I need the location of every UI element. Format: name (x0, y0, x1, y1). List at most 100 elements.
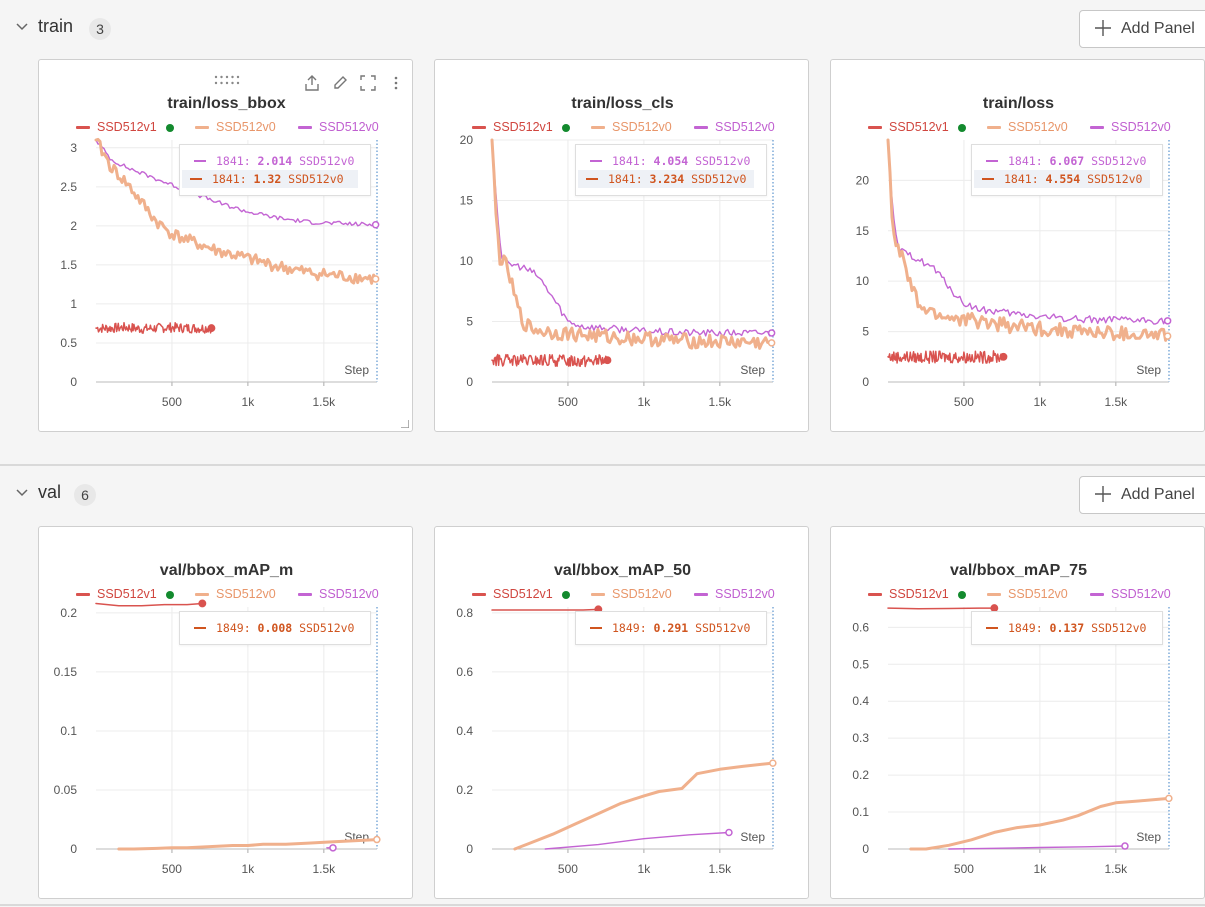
legend-swatch (76, 593, 90, 596)
chart-panel[interactable]: val/bbox_mAP_m SSD512v1 SSD512v0 SSD512v0 0 0… (38, 526, 413, 899)
tooltip-step: 1841: (1004, 172, 1046, 186)
y-tick-label: 0.1 (60, 724, 77, 738)
tooltip-run: SSD512v0 (292, 621, 355, 635)
tooltip-swatch (194, 160, 206, 162)
line-chart[interactable]: 0 0.2 0.4 0.6 0.8 500 1k 1.5k Step (435, 527, 810, 900)
y-tick-label: 15 (460, 194, 474, 208)
x-axis-label: Step (740, 363, 765, 377)
section-divider (0, 464, 1205, 466)
series-end-point (1163, 332, 1172, 340)
x-tick-label: 1k (1034, 395, 1048, 409)
tooltip-value: 2.014 (257, 154, 293, 168)
series-line (513, 761, 775, 851)
add-panel-button[interactable]: Add Panel (1079, 10, 1205, 48)
legend-label: SSD512v0 (1111, 120, 1171, 134)
y-tick-label: 0 (466, 375, 473, 389)
x-tick-label: 1k (638, 395, 652, 409)
y-tick-label: 0.1 (852, 805, 869, 819)
x-tick-label: 500 (558, 395, 578, 409)
legend-swatch (868, 593, 882, 596)
legend-label: SSD512v0 (216, 120, 276, 134)
panel-title: train/loss_cls (571, 95, 674, 112)
more-icon[interactable] (387, 74, 405, 92)
y-tick-label: 5 (466, 315, 473, 329)
line-chart[interactable]: 0 0.1 0.2 0.3 0.4 0.5 0.6 500 1k 1.5k Step (831, 527, 1205, 900)
share-icon[interactable] (303, 74, 321, 92)
line-chart[interactable]: 0 5 10 15 20 500 1k 1.5k Step (831, 60, 1205, 433)
hover-tooltip: 1849: 0.008 SSD512v0 (179, 611, 371, 645)
tooltip-swatch (986, 160, 998, 162)
legend-label: SSD512v0 (1008, 587, 1068, 601)
edit-icon[interactable] (331, 74, 349, 92)
hover-tooltip: 1841: 4.054 SSD512v0 1841: 3.234 SSD512v0 (575, 144, 767, 196)
tooltip-row: 1841: 4.554 SSD512v0 (974, 170, 1150, 188)
chart-panel[interactable]: train/loss SSD512v1 SSD512v0 SSD512v0 0 5 10 15… (830, 59, 1205, 432)
series-line (490, 138, 774, 350)
legend-label: SSD512v1 (889, 120, 949, 134)
series-end-point (329, 844, 337, 852)
tooltip-run: SSD512v0 (281, 172, 344, 186)
x-axis-label: Step (1136, 830, 1161, 844)
x-tick-label: 1k (242, 395, 256, 409)
y-tick-label: 0.5 (60, 336, 77, 350)
hover-tooltip: 1841: 6.067 SSD512v0 1841: 4.554 SSD512v0 (971, 144, 1163, 196)
tooltip-step: 1841: (1008, 154, 1050, 168)
chart-panel[interactable]: val/bbox_mAP_75 SSD512v1 SSD512v0 SSD512v0 0… (830, 526, 1205, 899)
chevron-down-icon[interactable] (14, 18, 30, 34)
chart-panel[interactable]: train/loss_bbox SSD512v1 SSD512v0 SSD512v0 0… (38, 59, 413, 432)
series-line (491, 608, 600, 611)
add-panel-button[interactable]: Add Panel (1079, 476, 1205, 514)
drag-handle-icon[interactable] (213, 74, 241, 86)
series-end-point (767, 329, 776, 337)
chart-legend: SSD512v1 SSD512v0 SSD512v0 (831, 587, 1205, 603)
series-line (491, 353, 609, 368)
legend-swatch (868, 126, 882, 129)
legend-label: SSD512v0 (1111, 587, 1171, 601)
tooltip-row: 1841: 2.014 SSD512v0 (186, 152, 362, 170)
legend-label: SSD512v1 (97, 120, 157, 134)
tooltip-text: 1849: 0.137 SSD512v0 (1008, 621, 1146, 635)
section-header-train[interactable]: train 3 Add Panel (0, 10, 1205, 50)
section-title: train (38, 16, 74, 36)
tooltip-step: 1841: (216, 154, 258, 168)
series-end-point (1121, 842, 1129, 850)
section-count-badge: 6 (74, 484, 96, 506)
x-axis-label: Step (344, 363, 369, 377)
y-tick-label: 0.3 (852, 731, 869, 745)
y-tick-label: 10 (856, 274, 870, 288)
y-tick-label: 0.05 (54, 783, 78, 797)
chart-panel[interactable]: train/loss_cls SSD512v1 SSD512v0 SSD512v0 0 5… (434, 59, 809, 432)
tooltip-value: 3.234 (649, 172, 685, 186)
x-tick-label: 1k (242, 862, 256, 876)
legend-label: SSD512v1 (493, 120, 553, 134)
hover-tooltip: 1849: 0.291 SSD512v0 (575, 611, 767, 645)
chart-panel[interactable]: val/bbox_mAP_50 SSD512v1 SSD512v0 SSD512v0 0… (434, 526, 809, 899)
tooltip-row: 1841: 3.234 SSD512v0 (578, 170, 754, 188)
y-tick-label: 0.4 (456, 724, 473, 738)
panel-title: train/loss (982, 95, 1055, 112)
series-end-point (373, 835, 381, 844)
legend-label: SSD512v1 (889, 587, 949, 601)
legend-swatch (472, 126, 486, 129)
active-dot (562, 591, 570, 599)
tooltip-swatch (982, 178, 994, 180)
add-panel-label: Add Panel (1121, 20, 1195, 37)
x-tick-label: 1.5k (1104, 862, 1128, 876)
bottom-divider (0, 904, 1205, 906)
section-header-val[interactable]: val 6 Add Panel (0, 476, 1205, 516)
y-tick-label: 0.5 (852, 657, 869, 671)
series-line (95, 602, 204, 607)
series-line (117, 838, 379, 851)
legend-label: SSD512v1 (493, 587, 553, 601)
line-chart[interactable]: 0 5 10 15 20 500 1k 1.5k Step (435, 60, 810, 433)
chevron-down-icon[interactable] (14, 484, 30, 500)
legend-swatch (76, 126, 90, 129)
active-dot (958, 124, 966, 132)
tooltip-value: 0.008 (257, 621, 293, 635)
line-chart[interactable]: 0 0.5 1 1.5 2 2.5 3 500 1k 1.5k Step (39, 60, 414, 433)
legend-label: SSD512v1 (97, 587, 157, 601)
fullscreen-icon[interactable] (359, 74, 377, 92)
tooltip-value: 1.32 (253, 172, 282, 186)
y-tick-label: 5 (862, 325, 869, 339)
